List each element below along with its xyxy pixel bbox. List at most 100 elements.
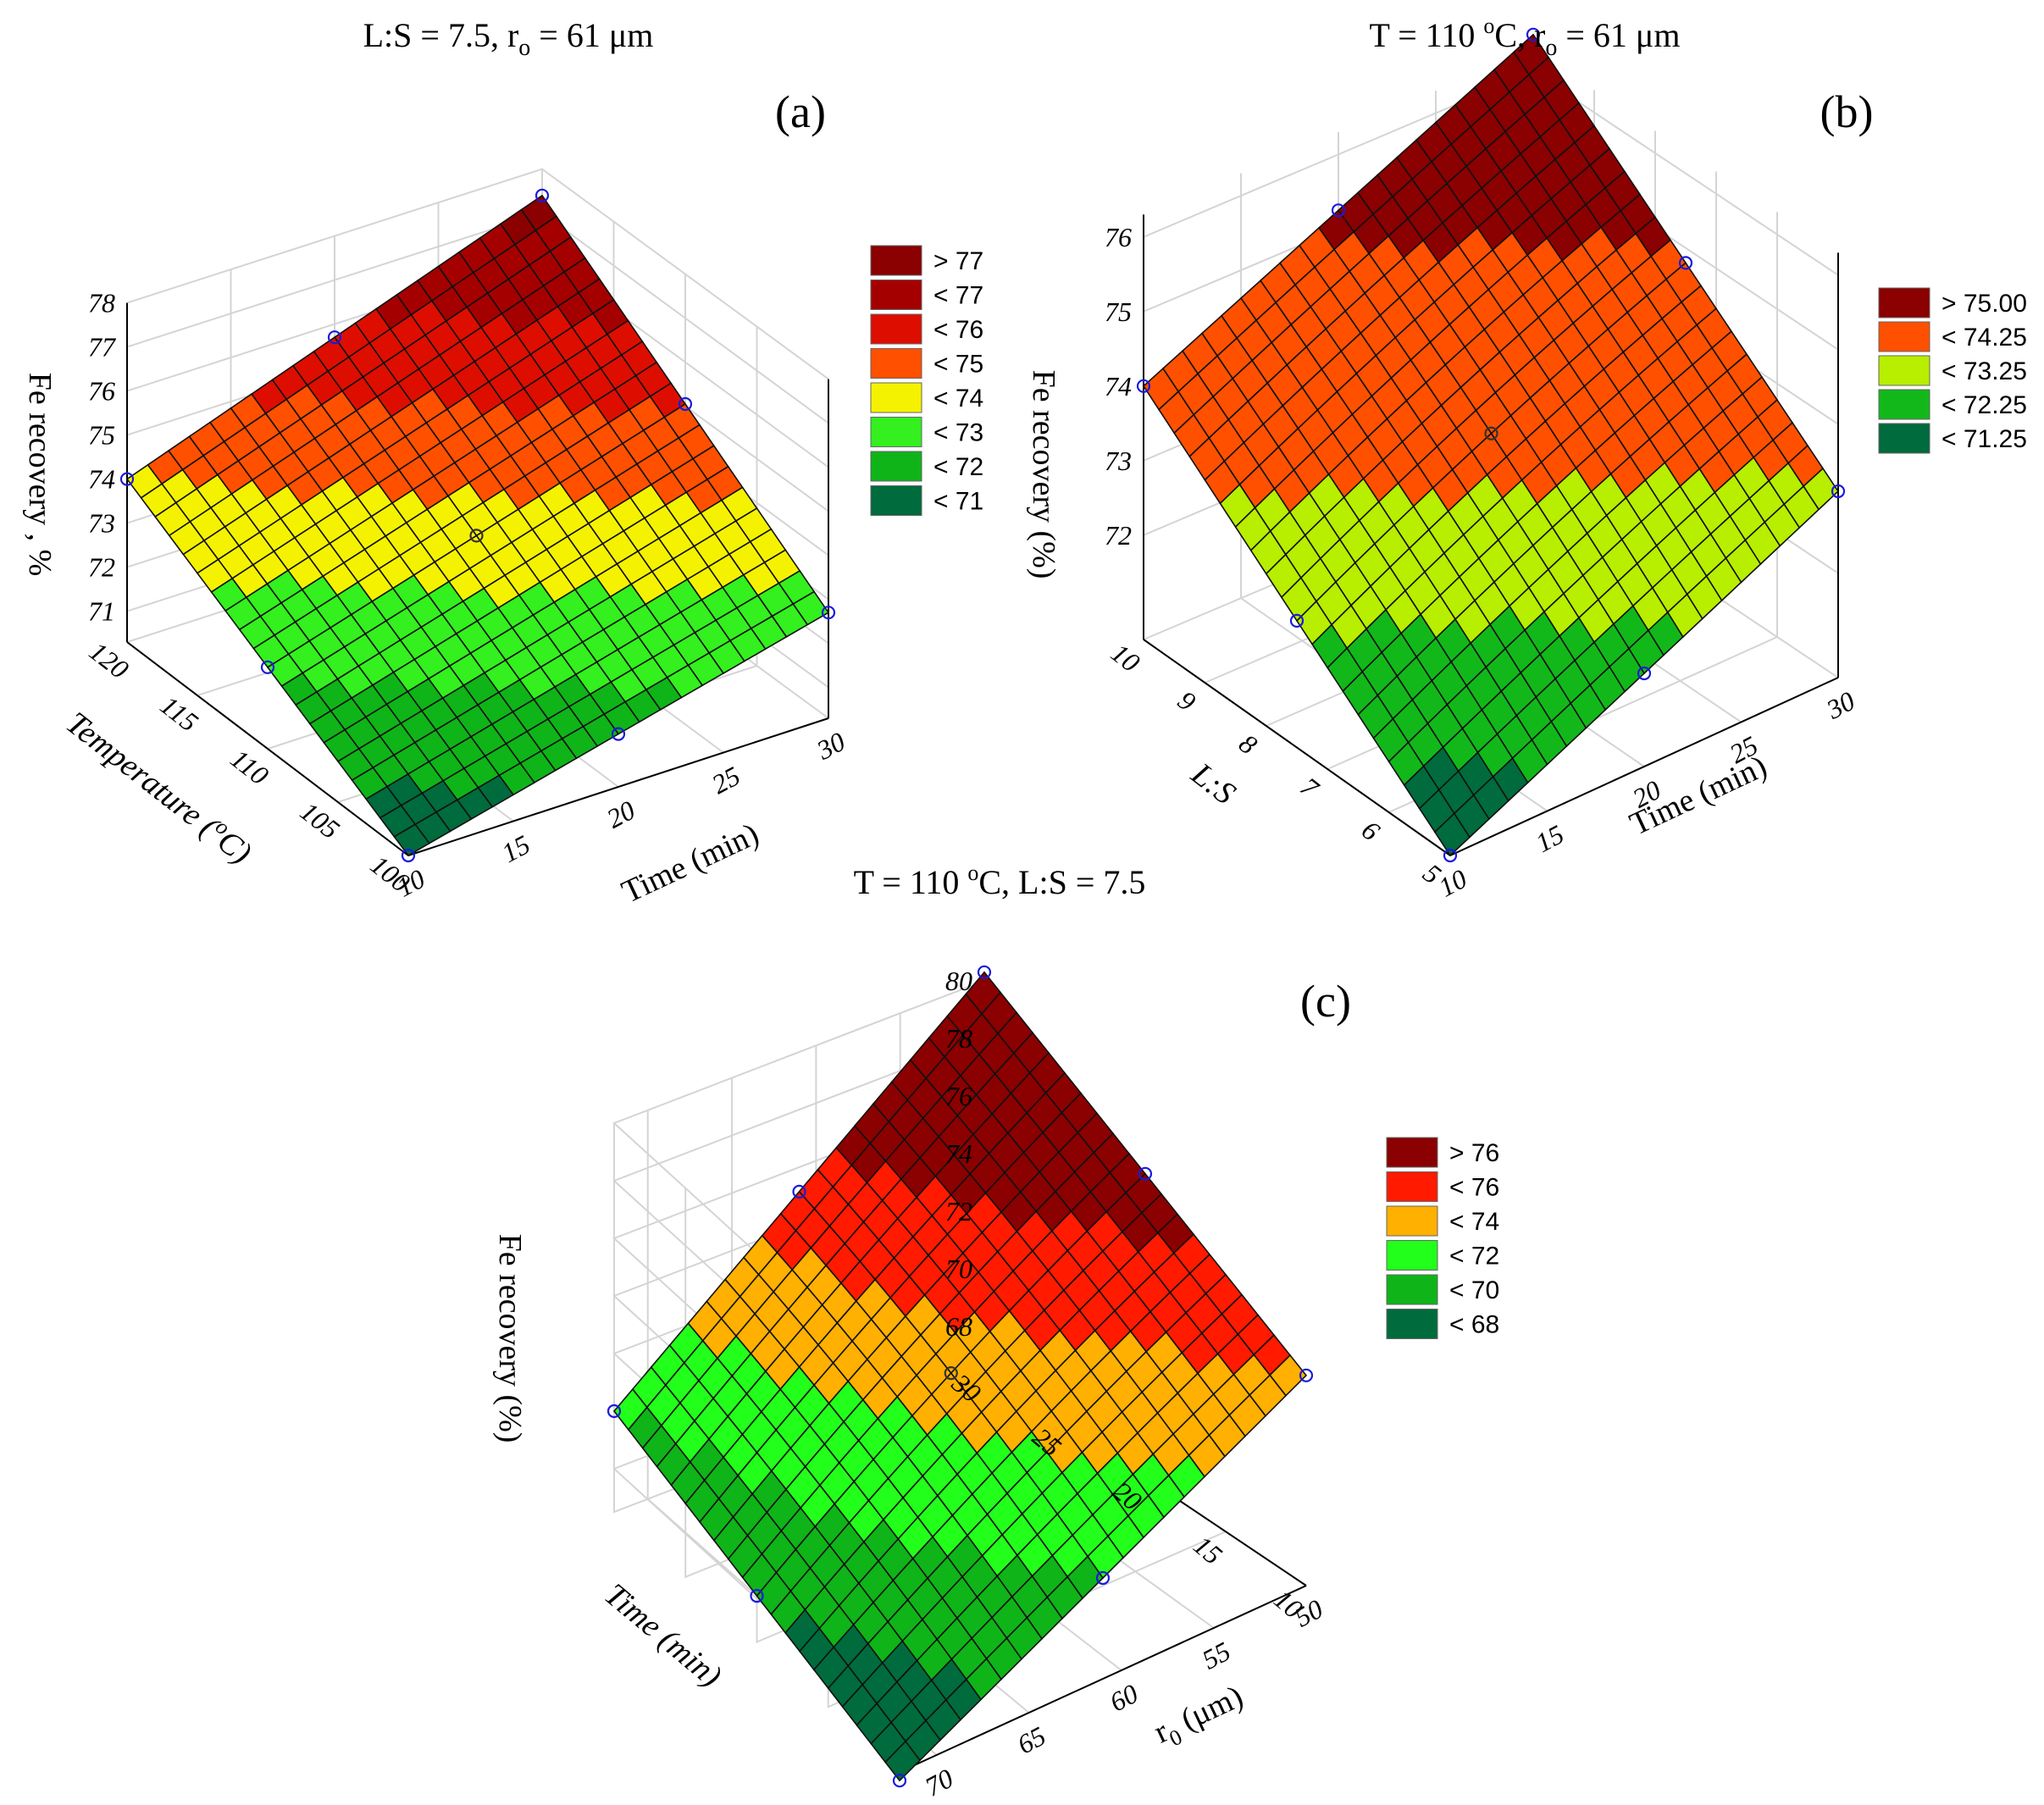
panel-a-design-point	[469, 529, 484, 543]
panel-c-z-tick: 78	[945, 1023, 972, 1054]
panel-b-surface-cell	[1433, 812, 1471, 857]
panel-b-design-point	[1484, 426, 1498, 440]
panel-a-legend-label: < 77	[933, 282, 983, 310]
panel-b-legend-swatch	[1878, 287, 1930, 318]
panel-c-x-tick: 60	[1105, 1678, 1143, 1718]
panel-b-z-tick: 72	[1105, 520, 1132, 551]
panel-a: 7172737475767778101520253010010511011512…	[22, 16, 983, 911]
panel-b-design-point	[1526, 27, 1541, 42]
panel-a-legend-swatch	[870, 280, 922, 310]
panel-c-legend-label: < 70	[1449, 1276, 1499, 1304]
panel-a-design-point	[401, 848, 416, 863]
panel-b-legend-swatch	[1878, 423, 1930, 454]
panel-b-y-tick: 8	[1233, 728, 1263, 760]
panel-c-points	[607, 965, 1314, 1788]
panel-b-legend: > 75.00 < 74.25 < 73.25 < 72.25 < 71.25	[1878, 287, 2027, 454]
panel-c-z-tick: 74	[945, 1138, 972, 1169]
panel-c-x-tick: 70	[920, 1763, 958, 1802]
panel-a-title: L:S = 7.5, ro = 61 μm	[363, 16, 654, 61]
panel-a-legend-label: < 74	[933, 385, 983, 412]
panel-a-x-tick: 30	[811, 726, 850, 766]
panel-a-points	[119, 188, 836, 863]
panel-c-design-point	[1138, 1166, 1153, 1181]
panel-a-legend-swatch	[870, 417, 922, 447]
panel-c-x-tick: 65	[1012, 1720, 1050, 1760]
panel-a-design-point	[535, 188, 550, 202]
panel-c-z-tick: 70	[945, 1254, 972, 1284]
panel-b-label: (b)	[1820, 86, 1874, 137]
panel-b-surface	[1142, 33, 1840, 857]
panel-c-legend-label: < 68	[1449, 1311, 1499, 1339]
panel-b-z-tick: 76	[1105, 222, 1132, 252]
panel-b-design-point	[1136, 379, 1151, 393]
panel-b-y-axis	[1143, 639, 1451, 856]
panel-a-zlabel: Fe recovery , %	[22, 373, 58, 577]
panel-b-legend-label: < 73.25	[1942, 357, 2027, 385]
panel-a-legend-swatch	[870, 485, 922, 516]
panel-a-legend-swatch	[870, 451, 922, 482]
panel-b-points	[1136, 27, 1846, 863]
panel-b-design-point	[1443, 848, 1458, 863]
panel-b-legend-label: > 75.00	[1942, 290, 2027, 318]
panel-c-design-point	[892, 1774, 907, 1788]
panel-c-legend-label: < 74	[1449, 1208, 1499, 1236]
panel-a-y-axis	[126, 641, 409, 856]
panel-c-design-point	[1095, 1570, 1111, 1586]
panel-c-z-tick: 76	[945, 1081, 972, 1111]
panel-a-legend: > 77 < 77 < 76 < 75 < 74 < 73 < 72 < 71	[870, 245, 983, 516]
panel-b-design-point	[1331, 203, 1346, 218]
panel-c-surface-cell	[884, 1740, 922, 1782]
panel-a-z-tick: 72	[88, 552, 115, 583]
panel-a-legend-swatch	[870, 313, 922, 345]
panel-c-legend-swatch	[1386, 1171, 1438, 1202]
panel-a-x-axis	[407, 717, 829, 856]
panel-c-xlabel: r0 (μm)	[1149, 1679, 1251, 1756]
panel-b-x-tick: 30	[1820, 685, 1859, 725]
panel-a-label: (a)	[775, 86, 826, 137]
panel-a-x-tick: 20	[601, 795, 640, 834]
panel-b-z-tick: 73	[1105, 446, 1132, 476]
panel-b-legend-swatch	[1878, 321, 1930, 352]
panel-c-surface	[612, 971, 1308, 1782]
panel-c-x-axis	[899, 1585, 1307, 1773]
panel-c-legend: > 76 < 76 < 74 < 72 < 70 < 68	[1386, 1137, 1499, 1339]
panel-c-design-point	[977, 965, 992, 979]
panel-c-design-point	[944, 1366, 958, 1381]
panel-b-title: T = 110 oC, ro = 61 μm	[1370, 14, 1681, 61]
panel-a-z-tick: 71	[88, 596, 115, 627]
panel-a-legend-label: > 77	[933, 247, 983, 275]
panel-a-design-point	[260, 660, 275, 674]
panel-c-legend-swatch	[1386, 1240, 1438, 1271]
panel-a-z-tick: 73	[88, 508, 115, 539]
panel-b-legend-swatch	[1878, 355, 1930, 386]
panel-b-legend-label: < 72.25	[1942, 391, 2027, 419]
panel-c-legend-swatch	[1386, 1274, 1438, 1305]
panel-a-x-tick: 25	[706, 760, 745, 800]
panel-c-x-tick: 55	[1197, 1636, 1235, 1675]
panel-c-title: T = 110 oC, L:S = 7.5	[854, 861, 1146, 901]
panel-b-zlabel: Fe recovery (%)	[1026, 370, 1061, 579]
panel-a-legend-swatch	[870, 382, 922, 413]
panel-a-z-tick: 74	[88, 464, 115, 495]
panel-b-design-point	[1831, 484, 1846, 499]
panel-c-design-point	[750, 1588, 764, 1603]
panel-c-zlabel: Fe recovery (%)	[492, 1234, 528, 1443]
panel-c-y-tick: 15	[1188, 1530, 1228, 1570]
panel-b-y-tick: 10	[1105, 637, 1145, 678]
panel-b-legend-label: < 74.25	[1942, 324, 2027, 352]
panel-a-legend-label: < 76	[933, 316, 983, 344]
panel-a-design-point	[119, 472, 135, 486]
panel-b-design-point	[1678, 256, 1693, 270]
panel-a-legend-swatch	[870, 348, 922, 379]
panel-c-design-point	[607, 1404, 622, 1419]
panel-a-y-tick: 110	[225, 743, 274, 790]
panel-a-design-point	[327, 330, 342, 345]
panel-b-ylabel: L:S	[1184, 756, 1242, 811]
panel-a-z-tick: 75	[88, 420, 115, 451]
panel-c-design-point	[792, 1184, 806, 1199]
panel-a-z-tick: 76	[88, 376, 115, 407]
panel-c-legend-swatch	[1386, 1309, 1438, 1339]
panel-a-y-tick: 115	[155, 689, 204, 737]
